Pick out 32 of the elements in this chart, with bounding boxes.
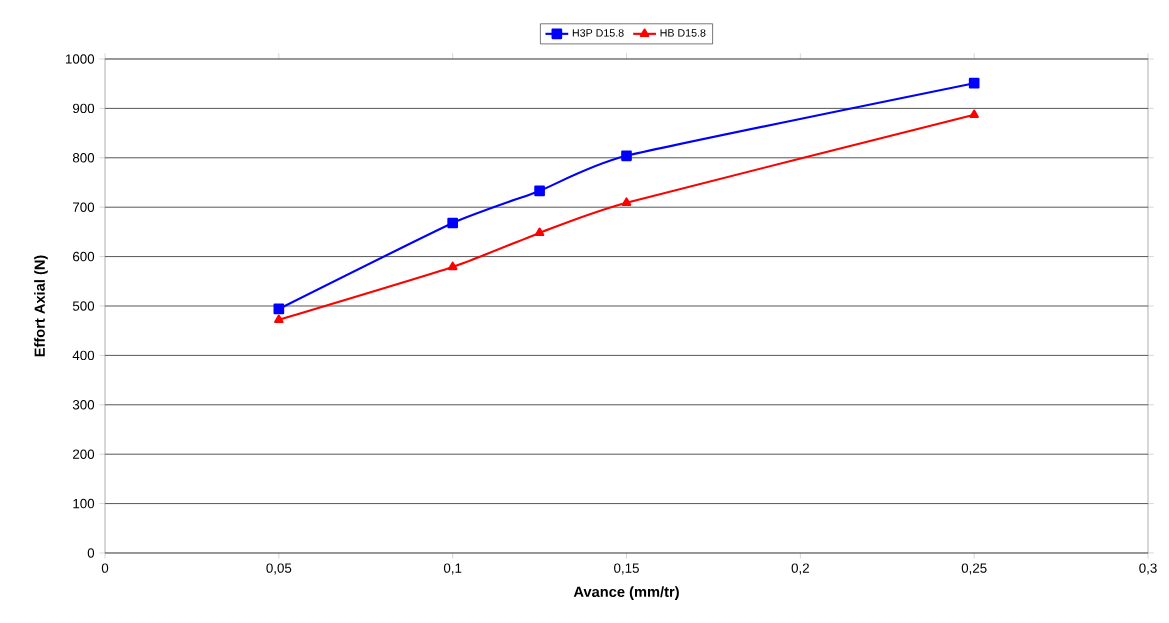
y-tick-label: 800 bbox=[72, 153, 95, 163]
y-tick-label: 900 bbox=[72, 103, 95, 114]
legend-label: H3P D15.8 bbox=[572, 29, 624, 37]
point bbox=[447, 217, 459, 229]
y-tick-label: 1000 bbox=[65, 54, 95, 64]
x-tick-label: 0,3 bbox=[1139, 563, 1157, 575]
point bbox=[969, 109, 979, 119]
y-tick-label: 500 bbox=[72, 301, 95, 311]
x-tick-label: 0,05 bbox=[266, 563, 292, 575]
x-axis-title: Avance (mm/tr) bbox=[573, 586, 679, 600]
point bbox=[273, 303, 285, 315]
point bbox=[534, 185, 545, 197]
x-tick-label: 0,25 bbox=[961, 563, 987, 575]
x-tick-label: 0 bbox=[101, 563, 109, 573]
y-axis-title: Effort Axial (N) bbox=[34, 255, 48, 357]
legend-label: HB D15.8 bbox=[660, 29, 706, 37]
point bbox=[447, 261, 458, 271]
x-tick-label: 0,2 bbox=[791, 563, 809, 575]
point bbox=[968, 77, 980, 89]
y-tick-label: 400 bbox=[72, 350, 95, 361]
point bbox=[621, 150, 632, 162]
point bbox=[274, 314, 284, 324]
y-tick-label: 300 bbox=[72, 400, 95, 410]
y-tick-label: 0 bbox=[87, 548, 95, 558]
y-tick-label: 600 bbox=[73, 251, 95, 262]
y-tick-label: 200 bbox=[73, 449, 95, 459]
y-tick-label: 100 bbox=[73, 498, 95, 509]
point bbox=[534, 227, 545, 237]
y-tick-label: 700 bbox=[73, 202, 95, 212]
point bbox=[621, 197, 632, 206]
x-tick-label: 0,15 bbox=[614, 563, 639, 575]
x-tick-label: 0,1 bbox=[443, 563, 462, 575]
